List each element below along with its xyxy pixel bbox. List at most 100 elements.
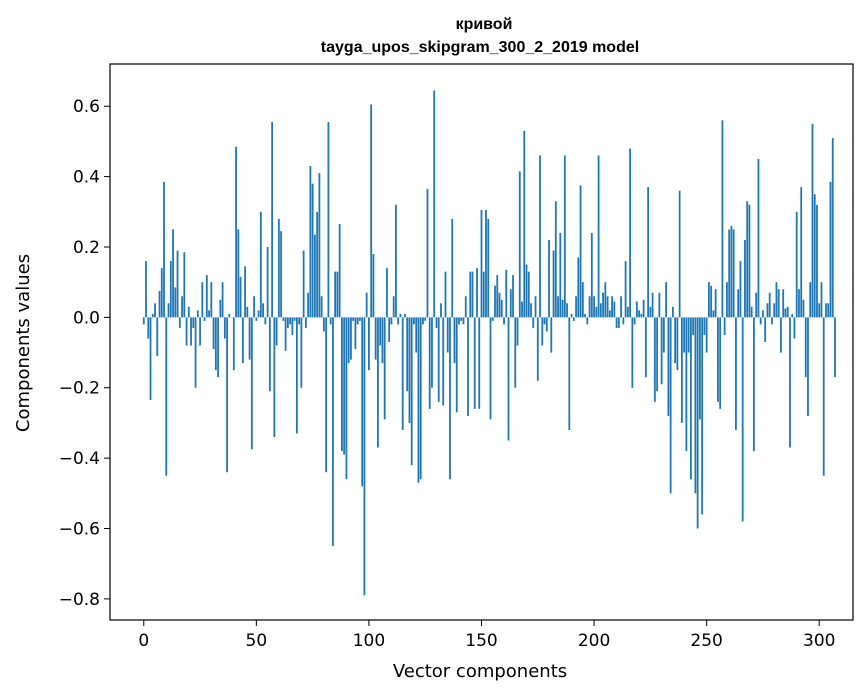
bar — [271, 122, 274, 318]
bar — [363, 317, 366, 596]
bar — [721, 120, 724, 318]
bar — [286, 317, 289, 328]
bar — [791, 313, 794, 318]
bar — [539, 155, 541, 318]
bar — [304, 317, 307, 328]
bar — [590, 232, 593, 318]
bar — [345, 317, 348, 480]
bar — [766, 303, 769, 318]
bar — [660, 317, 663, 385]
bar — [651, 292, 654, 318]
bar — [518, 171, 521, 318]
bar — [588, 296, 591, 318]
bar — [750, 306, 753, 318]
bar — [807, 317, 809, 416]
bar — [613, 301, 616, 318]
bar — [617, 317, 620, 328]
x-tick-label: 50 — [246, 631, 268, 651]
bar — [365, 292, 368, 318]
bar — [404, 313, 406, 318]
bar — [687, 317, 690, 353]
bar — [500, 299, 503, 318]
bar — [309, 166, 312, 318]
bar — [374, 317, 377, 360]
bar — [356, 317, 359, 325]
bar — [343, 317, 346, 455]
bar — [156, 317, 159, 357]
bar — [680, 317, 683, 423]
bar — [507, 317, 510, 441]
bar — [793, 317, 796, 339]
bar — [550, 317, 553, 353]
chart-subtitle: tayga_upos_skipgram_300_2_2019 model — [321, 39, 639, 56]
bar — [158, 290, 161, 318]
bar — [642, 299, 645, 318]
bar — [300, 317, 303, 388]
bar — [275, 317, 278, 346]
bar — [498, 292, 501, 318]
bar — [145, 261, 147, 318]
x-axis-ticks: 0 50 100 150 200 250 300 — [138, 620, 835, 651]
bar — [284, 317, 287, 351]
bar — [327, 122, 330, 318]
bar — [455, 317, 458, 413]
bar — [802, 299, 805, 318]
bar — [212, 317, 215, 350]
bar — [147, 317, 150, 339]
bar — [825, 303, 827, 318]
bar — [467, 317, 469, 416]
bar — [192, 317, 195, 328]
bar — [671, 306, 674, 318]
bar — [647, 187, 650, 318]
bar — [325, 317, 328, 473]
bar — [831, 137, 834, 318]
bar — [748, 204, 751, 318]
bar — [187, 306, 190, 318]
bar — [291, 317, 294, 335]
bar — [624, 261, 627, 318]
bar — [714, 289, 717, 318]
bar — [397, 317, 400, 325]
bar — [422, 317, 424, 325]
bar — [703, 317, 706, 335]
bar — [570, 313, 573, 318]
bar — [183, 252, 186, 318]
bar — [415, 317, 418, 353]
bar — [775, 282, 778, 318]
bar — [487, 218, 490, 318]
bar — [392, 296, 395, 318]
bar — [827, 303, 830, 318]
bar — [683, 317, 686, 353]
bar — [381, 317, 384, 364]
bar — [408, 317, 411, 423]
bar — [667, 317, 670, 416]
bar — [566, 303, 568, 318]
bar — [190, 317, 192, 346]
bar — [199, 317, 201, 346]
bar — [257, 310, 260, 318]
bar — [762, 310, 764, 318]
bar — [154, 303, 156, 318]
bar — [606, 296, 609, 318]
bar — [777, 289, 780, 318]
bar — [142, 317, 145, 325]
bar — [388, 317, 391, 342]
bar — [813, 194, 816, 318]
bar — [530, 303, 532, 318]
bar — [496, 275, 499, 318]
bar — [165, 317, 168, 476]
bar — [280, 231, 283, 318]
bar — [615, 317, 618, 328]
bar — [759, 317, 762, 325]
bar — [370, 104, 373, 318]
bar — [311, 183, 314, 318]
bar — [196, 310, 199, 318]
bar — [203, 317, 206, 321]
x-tick-label: 200 — [578, 631, 610, 651]
bar — [527, 271, 530, 318]
bar — [169, 261, 172, 318]
bar — [359, 317, 361, 321]
bar — [597, 155, 600, 318]
bar — [696, 317, 699, 529]
